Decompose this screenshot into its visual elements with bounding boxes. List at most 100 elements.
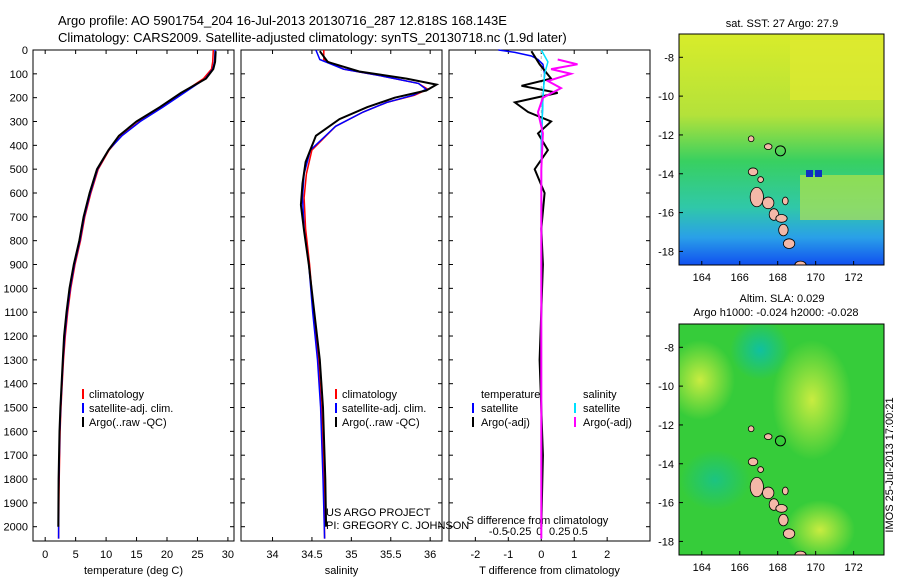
sla-high-patch xyxy=(772,340,852,460)
island xyxy=(747,167,759,177)
map-lat-tick-label: -18 xyxy=(658,246,674,258)
plot-frame xyxy=(448,49,651,542)
island xyxy=(794,550,807,555)
depth-tick-label: 900 xyxy=(10,260,28,272)
profile-panel-difference: -2 -1 0 1 2 T difference from climatology -0.5… xyxy=(448,49,651,577)
x-tick-label: 30 xyxy=(222,549,234,561)
map-lon-tick-label: 172 xyxy=(844,272,862,284)
island xyxy=(762,196,775,210)
salinity-diff-axis-label: S difference from climatology xyxy=(467,515,609,527)
map-lon-tick-label: 170 xyxy=(806,272,824,284)
sst-cold-pixel xyxy=(806,170,813,177)
legend-title-salinity: salinity xyxy=(583,389,617,401)
salinity-diff-tick-label: 0 xyxy=(536,526,542,538)
series-line-argo xyxy=(512,50,558,527)
timestamp-stamp: IMOS 25-Jul-2013 17:00:21 xyxy=(884,397,896,532)
island xyxy=(764,433,773,440)
depth-tick-label: 0 xyxy=(22,45,28,57)
islands xyxy=(747,425,807,555)
map-lat-tick-label: -14 xyxy=(658,169,674,181)
salinity-diff-tick-label: -0.25 xyxy=(506,526,531,538)
credit-line1: US ARGO PROJECT xyxy=(326,507,431,519)
x-tick-label: 25 xyxy=(191,549,203,561)
map-lon-tick-label: 164 xyxy=(693,272,711,284)
island xyxy=(757,176,764,183)
x-tick-label: 34 xyxy=(266,549,278,561)
x-tick-label: 5 xyxy=(73,549,79,561)
depth-tick-label: 1700 xyxy=(4,450,28,462)
island xyxy=(782,238,796,249)
depth-tick-label: 400 xyxy=(10,140,28,152)
island xyxy=(782,196,789,206)
sla-map-subtitle: Argo h1000: -0.024 h2000: -0.028 xyxy=(693,307,858,319)
map-lon-tick-label: 166 xyxy=(731,562,749,574)
x-tick-label: 0 xyxy=(42,549,48,561)
series-line-argo xyxy=(299,50,440,527)
depth-tick-label: 1600 xyxy=(4,426,28,438)
legend-label: Argo(-adj) xyxy=(481,417,530,429)
legend-label: climatology xyxy=(89,389,145,401)
depth-tick-label: 2000 xyxy=(4,522,28,534)
island xyxy=(749,476,764,498)
legend-label: satellite-adj. clim. xyxy=(342,403,426,415)
salinity-diff-tick-label: 0.25 xyxy=(549,526,570,538)
x-tick-label: 10 xyxy=(100,549,112,561)
island xyxy=(747,457,759,467)
island xyxy=(757,466,764,473)
x-tick-label: 35 xyxy=(345,549,357,561)
map-lat-tick-label: -16 xyxy=(658,208,674,220)
series-line-satellite xyxy=(498,49,546,539)
x-tick-label: 2 xyxy=(604,549,610,561)
island xyxy=(775,214,788,223)
map-lat-tick-label: -16 xyxy=(658,498,674,510)
x-tick-label: 35.5 xyxy=(380,549,401,561)
depth-tick-label: 300 xyxy=(10,117,28,129)
island xyxy=(747,135,755,143)
map-lon-tick-label: 170 xyxy=(806,562,824,574)
map-lon-tick-label: 164 xyxy=(693,562,711,574)
map-lon-tick-label: 172 xyxy=(844,562,862,574)
legend-title-temperature: temperature xyxy=(481,389,540,401)
legend-label: satellite-adj. clim. xyxy=(89,403,173,415)
map-lat-tick-label: -10 xyxy=(658,91,674,103)
island xyxy=(764,143,773,150)
x-tick-label: 34.5 xyxy=(301,549,322,561)
figure-title-line2: Climatology: CARS2009. Satellite-adjuste… xyxy=(58,30,567,45)
map-lat-tick-label: -14 xyxy=(658,459,674,471)
series-line-satellite xyxy=(57,49,216,539)
sst-map-title: sat. SST: 27 Argo: 27.9 xyxy=(726,18,839,30)
island xyxy=(775,504,788,513)
map-lat-tick-label: -8 xyxy=(664,342,674,354)
islands xyxy=(747,135,807,265)
legend-label: climatology xyxy=(342,389,398,401)
series-line-argo_salinity xyxy=(536,58,578,539)
island xyxy=(782,486,789,496)
x-tick-label: -1 xyxy=(503,549,513,561)
salinity-diff-tick-label: -0.5 xyxy=(489,526,508,538)
map-lat-tick-label: -12 xyxy=(658,420,674,432)
depth-tick-label: 600 xyxy=(10,188,28,200)
sst-map-axes: 164 166 168 170 172 -8 -10 -12 -14 -16 -18 xyxy=(658,52,863,284)
sst-map-frame xyxy=(678,33,885,266)
legend-label: Argo(..raw -QC) xyxy=(89,417,167,429)
series-line-climatology xyxy=(57,49,215,539)
x-axis-label: T difference from climatology xyxy=(479,565,620,577)
series-line-satellite xyxy=(301,49,428,539)
map-lon-tick-label: 168 xyxy=(769,272,787,284)
profile-panels: 0100200300400500600700800900100011001200… xyxy=(4,45,651,577)
sla-map-title: Altim. SLA: 0.029 xyxy=(740,293,825,305)
sla-map: Altim. SLA: 0.029 Argo h1000: -0.024 h20… xyxy=(658,293,885,574)
map-lon-tick-label: 166 xyxy=(731,272,749,284)
depth-tick-label: 1200 xyxy=(4,331,28,343)
x-tick-label: -2 xyxy=(470,549,480,561)
depth-tick-label: 800 xyxy=(10,236,28,248)
island xyxy=(778,513,789,527)
x-tick-label: 36 xyxy=(424,549,436,561)
legend-label: satellite xyxy=(583,403,620,415)
salinity-diff-tick-label: 0.5 xyxy=(572,526,587,538)
sst-cold-pixel xyxy=(815,170,822,177)
depth-tick-label: 1300 xyxy=(4,355,28,367)
map-lat-tick-label: -12 xyxy=(658,130,674,142)
